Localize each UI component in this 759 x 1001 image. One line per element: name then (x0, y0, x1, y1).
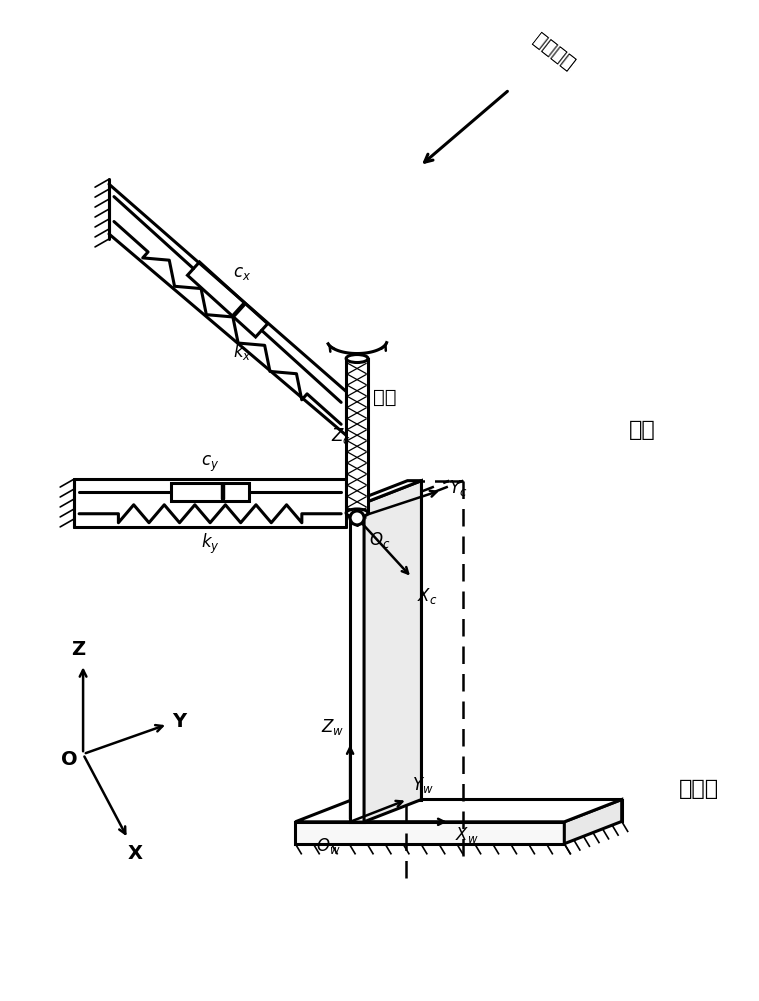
Ellipse shape (346, 354, 368, 362)
Polygon shape (295, 800, 622, 822)
Text: $Y_w$: $Y_w$ (412, 775, 434, 795)
Text: $Y_c$: $Y_c$ (449, 478, 467, 498)
Polygon shape (353, 800, 622, 822)
Polygon shape (350, 480, 421, 503)
Text: 进给方向: 进给方向 (530, 30, 578, 73)
Text: $X_c$: $X_c$ (417, 586, 437, 606)
Text: Y: Y (172, 712, 186, 731)
Text: X: X (128, 844, 143, 863)
Text: 变形: 变形 (629, 420, 656, 440)
Circle shape (350, 511, 364, 525)
Text: $Z_w$: $Z_w$ (321, 717, 344, 737)
Text: O: O (61, 750, 77, 769)
Polygon shape (565, 800, 622, 844)
Text: 刀具: 刀具 (373, 388, 396, 407)
Polygon shape (295, 822, 565, 844)
Polygon shape (346, 358, 368, 513)
Text: $c_y$: $c_y$ (201, 453, 219, 474)
Text: $c_x$: $c_x$ (232, 263, 250, 281)
Text: $X_w$: $X_w$ (455, 825, 478, 845)
Polygon shape (350, 503, 364, 822)
Text: $O_c$: $O_c$ (369, 530, 390, 550)
Polygon shape (408, 480, 421, 800)
Ellipse shape (346, 509, 368, 517)
Polygon shape (364, 480, 421, 822)
Text: $Z_c$: $Z_c$ (331, 426, 351, 446)
Text: $k_y$: $k_y$ (201, 532, 219, 557)
Text: $O_w$: $O_w$ (316, 836, 340, 856)
Text: 薄壁件: 薄壁件 (679, 779, 719, 799)
Text: Z: Z (71, 640, 85, 659)
Text: $k_x$: $k_x$ (232, 340, 251, 361)
